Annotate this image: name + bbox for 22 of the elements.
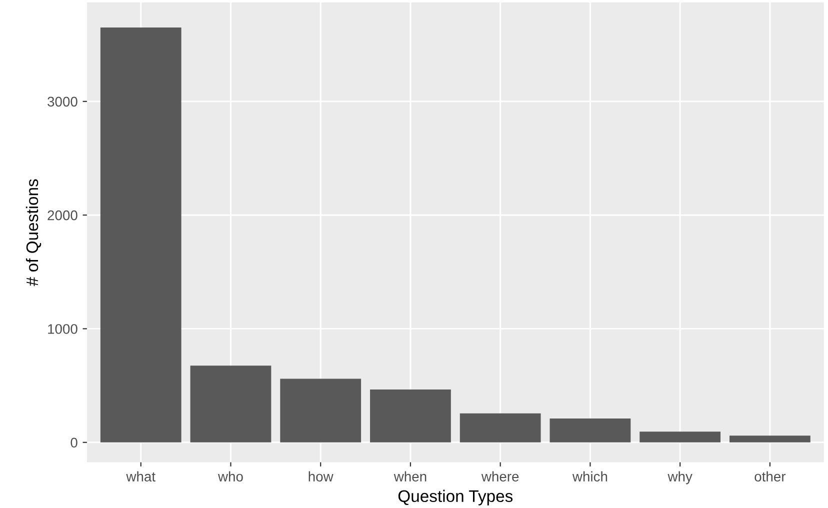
y-tick-label: 3000 — [48, 96, 78, 107]
y-tick-label: 0 — [70, 438, 78, 448]
bar — [730, 436, 810, 442]
x-tick-label: what — [126, 471, 156, 482]
y-axis-title: # of Questions — [26, 179, 42, 286]
y-tick-label: 1000 — [48, 324, 78, 334]
x-tick-label: how — [308, 471, 334, 482]
x-tick-label: other — [754, 471, 786, 482]
bar — [280, 378, 362, 442]
bar — [100, 28, 182, 442]
x-tick-label: which — [572, 471, 608, 482]
x-tick-label: why — [668, 471, 692, 484]
x-tick-label: when — [394, 471, 426, 482]
y-tick-label: 2000 — [48, 210, 78, 220]
x-tick-label: where — [481, 471, 519, 482]
bar — [370, 390, 451, 442]
bar — [460, 413, 541, 442]
bar — [640, 432, 721, 442]
bar — [550, 418, 631, 442]
x-axis-title: Question Types — [398, 490, 513, 506]
x-tick-label: who — [218, 471, 243, 482]
bar — [190, 366, 272, 442]
